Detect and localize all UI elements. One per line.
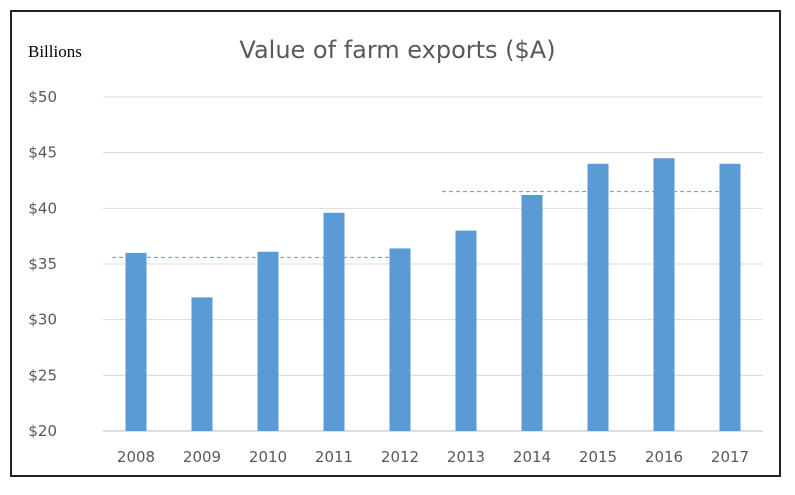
x-tick-label: 2015 [579,448,617,466]
bar-2015 [587,163,609,432]
y-tick-label: $35 [28,255,57,273]
bar-2008 [125,252,147,431]
bar-2011 [323,212,345,431]
y-tick-label: $25 [28,366,57,384]
y-tick-label: $50 [28,88,57,106]
x-tick-label: 2017 [711,448,749,466]
bar-2016 [653,158,675,431]
y-tick-label: $45 [28,144,57,162]
gridlines [103,96,763,432]
reference-lines [112,191,734,258]
bar-2013 [455,230,477,431]
y-axis: $20 $25 $30 $35 $40 $45 $50 [28,88,57,440]
x-tick-label: 2013 [447,448,485,466]
x-tick-label: 2014 [513,448,551,466]
y-tick-label: $20 [28,422,57,440]
bars [125,158,741,432]
x-tick-label: 2016 [645,448,683,466]
bar-2012 [389,248,411,431]
x-tick-label: 2011 [315,448,353,466]
x-tick-label: 2009 [183,448,221,466]
x-axis: 2008 2009 2010 2011 2012 2013 2014 2015 2016 2017 [117,448,749,466]
x-tick-label: 2008 [117,448,155,466]
bar-2017 [719,163,741,432]
chart-title: Value of farm exports ($A) [239,36,556,64]
y-tick-label: $30 [28,311,57,329]
bar-2014 [521,194,543,431]
x-tick-label: 2012 [381,448,419,466]
bar-2009 [191,297,213,431]
x-tick-label: 2010 [249,448,287,466]
y-tick-label: $40 [28,199,57,217]
y-unit-label: Billions [28,42,82,61]
bar-2010 [257,251,279,431]
